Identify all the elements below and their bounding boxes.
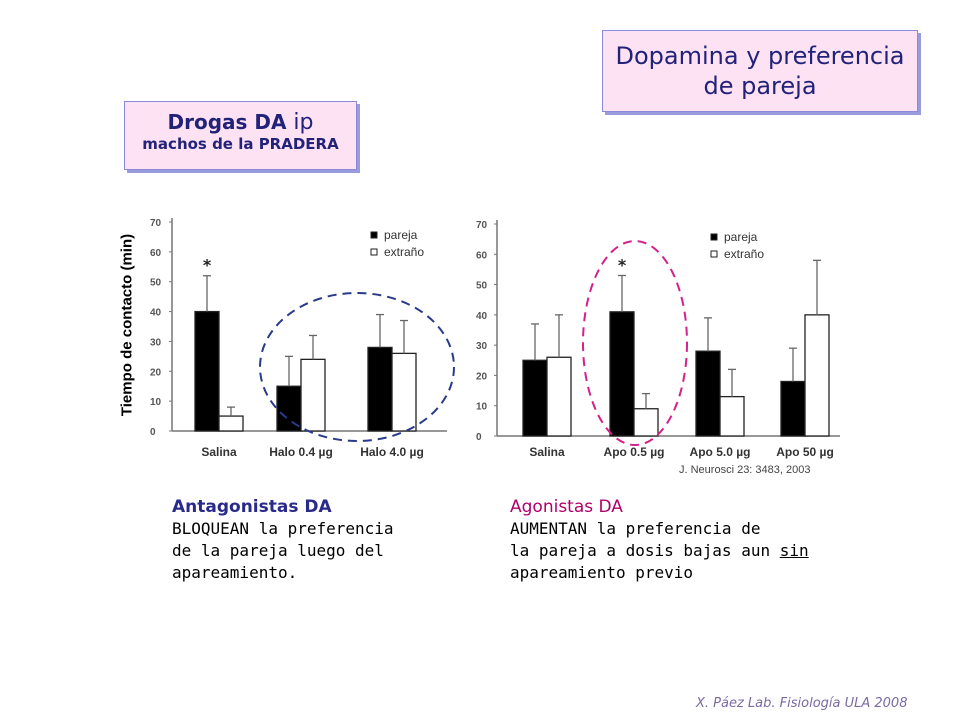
y-tick-label: 60 xyxy=(150,248,162,259)
agonists-line2: la pareja a dosis bajas aun sin xyxy=(510,540,809,562)
legend-label: pareja xyxy=(384,228,418,242)
bar-pareja xyxy=(522,359,548,437)
agonists-note: Agonistas DA AUMENTAN la preferencia de … xyxy=(510,496,809,584)
agonists-line1: AUMENTAN la preferencia de xyxy=(510,519,761,538)
category-label: Apo 5.0 µg xyxy=(690,445,751,459)
agonists-line2-text: la pareja a dosis bajas aun xyxy=(510,541,771,560)
y-tick-label: 60 xyxy=(476,250,488,261)
citation: J. Neurosci 23: 3483, 2003 xyxy=(679,464,811,476)
antagonists-line2: de la pareja luego del xyxy=(172,541,384,560)
legend-label: pareja xyxy=(724,230,758,244)
legend-swatch xyxy=(370,231,378,239)
drugs-heading: Drogas DA ip xyxy=(125,102,356,135)
y-tick-label: 20 xyxy=(476,371,488,382)
page-title-line2: de pareja xyxy=(703,72,817,100)
antagonists-note: Antagonistas DA BLOQUEAN la preferencia … xyxy=(172,496,394,584)
antagonists-line1: BLOQUEAN la preferencia xyxy=(172,519,394,538)
legend-label: extraño xyxy=(384,245,424,259)
drugs-subheading: machos de la PRADERA xyxy=(142,135,339,153)
category-label: Halo 0.4 µg xyxy=(269,445,333,459)
y-tick-label: 40 xyxy=(150,308,162,319)
drugs-box: Drogas DA ip machos de la PRADERA xyxy=(124,101,357,170)
y-tick-label: 50 xyxy=(476,281,488,292)
significance-star: * xyxy=(618,255,627,274)
highlight-ellipse xyxy=(259,292,455,442)
agonists-line3: apareamiento previo xyxy=(510,563,694,582)
bar-extraño xyxy=(391,352,417,432)
bar-pareja xyxy=(609,311,635,437)
title-box: Dopamina y preferencia de pareja xyxy=(602,30,918,112)
y-tick-label: 40 xyxy=(476,311,488,322)
y-tick-label: 0 xyxy=(476,432,482,443)
legend-swatch xyxy=(370,248,378,256)
y-tick-label: 70 xyxy=(150,218,162,229)
bar-extraño xyxy=(546,356,572,437)
bar-pareja xyxy=(367,346,393,432)
antagonists-heading: Antagonistas DA xyxy=(172,497,332,517)
bar-extraño xyxy=(719,395,745,437)
y-tick-label: 50 xyxy=(150,278,162,289)
legend-label: extraño xyxy=(724,247,764,261)
y-tick-label: 70 xyxy=(476,220,488,231)
agonists-heading: Agonistas DA xyxy=(510,497,623,517)
y-tick-label: 10 xyxy=(476,402,488,413)
highlight-ellipse xyxy=(582,240,688,446)
bar-extraño xyxy=(218,415,244,432)
bar-pareja xyxy=(194,310,220,432)
legend-swatch xyxy=(710,250,718,258)
footer-credit: X. Páez Lab. Fisiología ULA 2008 xyxy=(696,696,908,711)
antagonists-line3: apareamiento. xyxy=(172,563,298,582)
category-label: Apo 0.5 µg xyxy=(604,445,665,459)
legend-swatch xyxy=(710,233,718,241)
y-tick-label: 0 xyxy=(150,427,156,438)
category-label: Apo 50 µg xyxy=(776,445,834,459)
bar-extraño xyxy=(300,358,326,432)
significance-star: * xyxy=(203,256,212,275)
drugs-route: ip xyxy=(293,110,314,135)
agonists-line2-underlined: sin xyxy=(779,541,809,560)
bar-extraño xyxy=(804,314,830,437)
bar-pareja xyxy=(780,380,806,437)
bar-extraño xyxy=(633,408,659,437)
category-label: Halo 4.0 µg xyxy=(360,445,424,459)
bar-pareja xyxy=(695,350,721,437)
page-title-line1: Dopamina y preferencia xyxy=(615,42,905,70)
drugs-heading-text: Drogas DA xyxy=(167,110,287,134)
category-label: Salina xyxy=(201,445,237,459)
y-tick-label: 30 xyxy=(476,341,488,352)
y-tick-label: 20 xyxy=(150,367,162,378)
category-label: Salina xyxy=(529,445,565,459)
y-tick-label: 10 xyxy=(150,397,162,408)
y-tick-label: 30 xyxy=(150,337,162,348)
